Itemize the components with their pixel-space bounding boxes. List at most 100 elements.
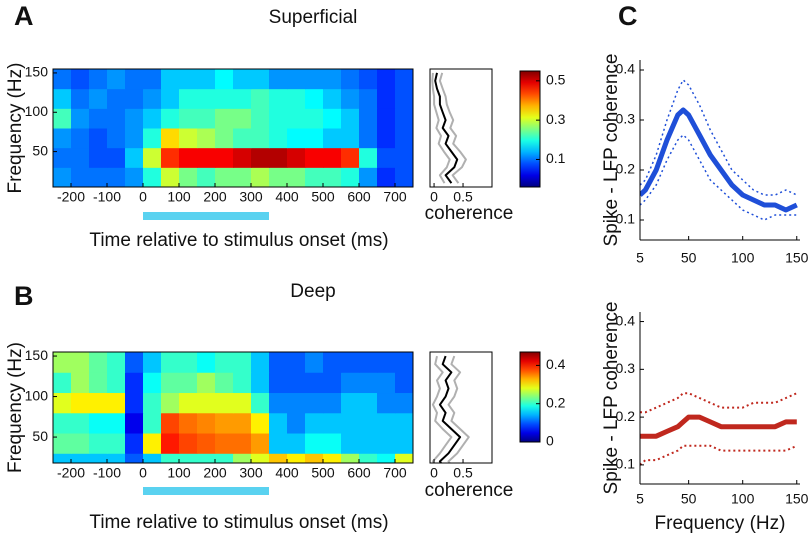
- heatmap-cell: [125, 433, 144, 454]
- heatmap-cell: [125, 453, 144, 463]
- x-tick-label: 400: [275, 189, 299, 205]
- y-tick-label: 0.2: [616, 161, 636, 177]
- heatmap-cell: [143, 69, 162, 90]
- heatmap-cell: [89, 392, 108, 414]
- heatmap-cell: [161, 69, 180, 90]
- heatmap-cell: [323, 167, 342, 187]
- heatmap-cell: [269, 128, 288, 149]
- x-tick-label: -100: [93, 465, 121, 481]
- heatmap-cell: [323, 433, 342, 454]
- heatmap-cell: [359, 167, 378, 187]
- heatmap-cell: [251, 128, 270, 149]
- x-tick-label: 500: [311, 189, 335, 205]
- series-line: [434, 72, 459, 184]
- heatmap-cell: [179, 433, 198, 454]
- heatmap-cell: [341, 412, 360, 434]
- heatmap-cell: [305, 392, 324, 414]
- plot-frame: [52, 351, 414, 464]
- heatmap-cell: [71, 372, 90, 394]
- heatmap-cell: [269, 412, 288, 434]
- heatmap-cell: [197, 147, 216, 168]
- heatmap-cell: [305, 128, 324, 149]
- plot-area: [53, 352, 413, 463]
- colorbar-tick-label: 0.1: [546, 150, 566, 166]
- x-tick-label: 50: [681, 491, 697, 507]
- x-tick-label: 100: [167, 465, 191, 481]
- heatmap-cell: [287, 167, 306, 187]
- heatmap-cell: [323, 412, 342, 434]
- heatmap-cell: [377, 372, 396, 394]
- heatmap-cell: [341, 433, 360, 454]
- heatmap-cell: [71, 412, 90, 434]
- heatmap-cell: [269, 108, 288, 129]
- heatmap-cell: [197, 372, 216, 394]
- heatmap-cell: [143, 108, 162, 129]
- heatmap-cell: [197, 352, 216, 373]
- plot-area: [640, 392, 798, 466]
- series-line: [438, 72, 467, 184]
- colorbar-tick-label: 0.2: [546, 394, 566, 410]
- heatmap-cell: [377, 147, 396, 168]
- heatmap-cell: [233, 69, 252, 90]
- heatmap-cell: [251, 69, 270, 90]
- heatmap-cell: [251, 108, 270, 129]
- heatmap-cell: [143, 147, 162, 168]
- heatmap-cell: [305, 352, 324, 373]
- x-tick-label: 0: [430, 189, 438, 205]
- heatmap-cell: [53, 167, 72, 187]
- heatmap-cell: [107, 352, 126, 373]
- heatmap-cell: [287, 453, 306, 463]
- heatmap-cell: [287, 433, 306, 454]
- heatmap-cell: [179, 167, 198, 187]
- y-axis-label: Frequency (Hz): [5, 63, 26, 194]
- heatmap-cell: [107, 453, 126, 463]
- heatmap-cell: [359, 108, 378, 129]
- heatmap-cell: [269, 433, 288, 454]
- heatmap-cell: [287, 108, 306, 129]
- heatmap-cell: [395, 108, 413, 129]
- heatmap-cell: [143, 88, 162, 109]
- heatmap-cell: [377, 108, 396, 129]
- heatmap-cell: [377, 392, 396, 414]
- heatmap-cell: [161, 352, 180, 373]
- heatmap-cell: [215, 433, 234, 454]
- heatmap-cell: [161, 433, 180, 454]
- heatmap-cell: [323, 372, 342, 394]
- heatmap-cell: [359, 88, 378, 109]
- heatmap-cell: [233, 108, 252, 129]
- x-tick-label: 0.5: [453, 189, 473, 205]
- heatmap-cell: [107, 88, 126, 109]
- heatmap-cell: [341, 69, 360, 90]
- series-line: [640, 444, 798, 466]
- heatmap-cell: [89, 453, 108, 463]
- heatmap-cell: [341, 167, 360, 187]
- heatmap-cell: [143, 128, 162, 149]
- y-tick-label: 0.4: [616, 312, 636, 328]
- heatmap-cell: [359, 147, 378, 168]
- heatmap-cell: [125, 392, 144, 414]
- heatmap-cell: [197, 88, 216, 109]
- heatmap-cell: [197, 453, 216, 463]
- heatmap-cell: [323, 147, 342, 168]
- heatmap-cell: [233, 128, 252, 149]
- heatmap-cell: [359, 69, 378, 90]
- x-tick-label: 150: [785, 250, 809, 266]
- heatmap-cell: [305, 433, 324, 454]
- heatmap-cell: [287, 147, 306, 168]
- series-line: [640, 134, 797, 221]
- heatmap-cell: [395, 69, 413, 90]
- y-tick-label: 100: [25, 103, 49, 119]
- plot-area: [640, 79, 798, 221]
- heatmap-cell: [197, 108, 216, 129]
- heatmap-cell: [89, 352, 108, 373]
- heatmap-cell: [71, 453, 90, 463]
- heatmap-cell: [395, 392, 413, 414]
- series-line: [438, 355, 462, 463]
- heatmap-cell: [71, 433, 90, 454]
- heatmap-cell: [125, 69, 144, 90]
- heatmap-cell: [215, 128, 234, 149]
- y-axis-label: Spike - LFP coherence: [601, 54, 622, 247]
- heatmap-cell: [53, 352, 72, 373]
- heatmap-cell: [53, 69, 72, 90]
- heatmap-cell: [323, 128, 342, 149]
